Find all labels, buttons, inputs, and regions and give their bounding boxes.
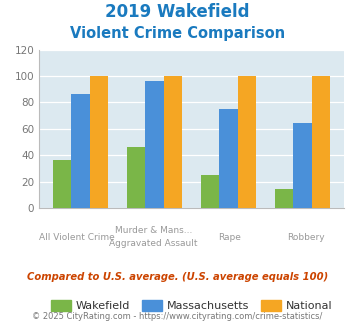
Bar [275, 189, 294, 208]
Bar [294, 123, 312, 208]
Text: Rape: Rape [218, 233, 241, 242]
Text: Murder & Mans...: Murder & Mans... [115, 226, 192, 235]
Text: All Violent Crime: All Violent Crime [39, 233, 115, 242]
Bar [219, 109, 238, 208]
Bar [127, 147, 146, 208]
Text: © 2025 CityRating.com - https://www.cityrating.com/crime-statistics/: © 2025 CityRating.com - https://www.city… [32, 312, 323, 321]
Text: Compared to U.S. average. (U.S. average equals 100): Compared to U.S. average. (U.S. average … [27, 272, 328, 282]
Bar [312, 76, 331, 208]
Bar [201, 175, 219, 208]
Text: Robbery: Robbery [288, 233, 325, 242]
Bar [164, 76, 182, 208]
Text: Aggravated Assault: Aggravated Assault [109, 239, 198, 248]
Legend: Wakefield, Massachusetts, National: Wakefield, Massachusetts, National [46, 296, 337, 316]
Bar [238, 76, 256, 208]
Text: Violent Crime Comparison: Violent Crime Comparison [70, 26, 285, 41]
Bar [53, 160, 71, 208]
Bar [71, 94, 90, 208]
Bar [146, 81, 164, 208]
Text: 2019 Wakefield: 2019 Wakefield [105, 3, 250, 21]
Bar [90, 76, 108, 208]
